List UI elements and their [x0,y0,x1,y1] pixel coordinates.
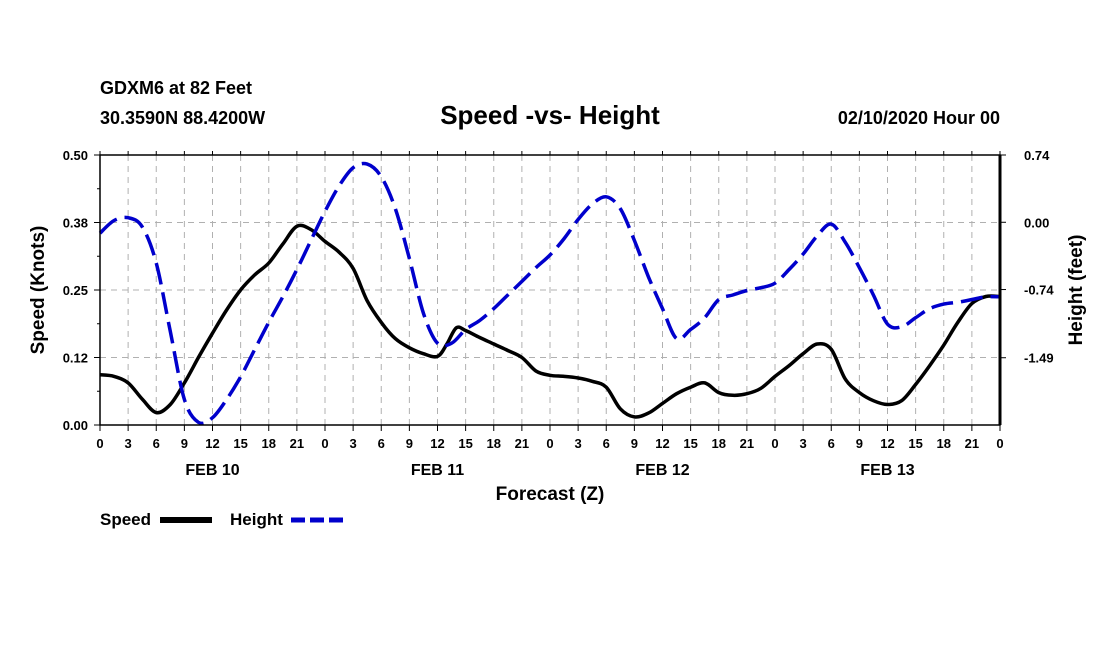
x-tick-label: 9 [631,436,638,451]
x-day-label: FEB 13 [860,462,914,479]
legend-speed-label: Speed [100,510,151,529]
run-label: 02/10/2020 Hour 00 [838,108,1000,128]
x-tick-label: 21 [290,436,304,451]
axis-ticks: 0 3 6 9 12 15 18 21 0 3 6 9 12 15 18 21 0 3 6 9 12 15 18 21 0 3 6 9… [63,148,1055,479]
x-tick-label: 6 [153,436,160,451]
x-tick-label: 15 [458,436,472,451]
coords-label: 30.3590N 88.4200W [100,108,265,128]
y-left-tick-label: 0.38 [63,216,88,231]
x-tick-label: 6 [603,436,610,451]
x-tick-label: 12 [430,436,444,451]
y-right-tick-label: -0.74 [1024,283,1054,298]
x-tick-label: 18 [262,436,276,451]
grid-lines [100,155,1000,425]
x-tick-label: 15 [908,436,922,451]
y-left-label: Speed (Knots) [28,226,49,355]
x-tick-label: 15 [683,436,697,451]
y-left-tick-label: 0.12 [63,351,88,366]
y-left-tick-label: 0.25 [63,283,88,298]
x-tick-label: 18 [487,436,501,451]
x-tick-label: 18 [712,436,726,451]
x-tick-label: 21 [965,436,979,451]
y-right-tick-label: -1.49 [1024,351,1054,366]
y-right-tick-label: 0.00 [1024,215,1049,230]
chart-title: Speed -vs- Height [440,100,660,130]
y-left-tick-label: 0.50 [63,148,88,163]
station-label: GDXM6 at 82 Feet [100,78,252,98]
x-tick-label: 12 [205,436,219,451]
series-lines [98,161,1001,426]
series-line-height [98,161,1001,426]
x-tick-label: 12 [880,436,894,451]
y-right-label: Height (feet) [1066,235,1087,346]
x-tick-label: 0 [321,436,328,451]
x-tick-label: 6 [828,436,835,451]
x-tick-label: 3 [800,436,807,451]
series-line-speed [99,223,1001,419]
x-tick-label: 9 [856,436,863,451]
x-tick-label: 3 [575,436,582,451]
x-tick-label: 0 [96,436,103,451]
x-tick-label: 3 [125,436,132,451]
x-tick-label: 0 [771,436,778,451]
y-left-tick-label: 0.00 [63,418,88,433]
x-tick-label: 0 [546,436,553,451]
x-tick-label: 18 [937,436,951,451]
x-tick-label: 21 [740,436,754,451]
x-tick-label: 21 [515,436,529,451]
x-tick-label: 9 [181,436,188,451]
x-day-label: FEB 11 [411,462,464,479]
x-tick-label: 6 [378,436,385,451]
x-tick-label: 15 [233,436,247,451]
x-tick-label: 12 [655,436,669,451]
legend-height-label: Height [230,510,283,529]
x-day-label: FEB 12 [635,462,689,479]
y-right-tick-label: 0.74 [1024,148,1050,163]
x-tick-label: 3 [350,436,357,451]
x-tick-label: 9 [406,436,413,451]
x-day-label: FEB 10 [185,462,239,479]
x-axis-label: Forecast (Z) [496,484,605,505]
x-tick-label: 0 [996,436,1003,451]
